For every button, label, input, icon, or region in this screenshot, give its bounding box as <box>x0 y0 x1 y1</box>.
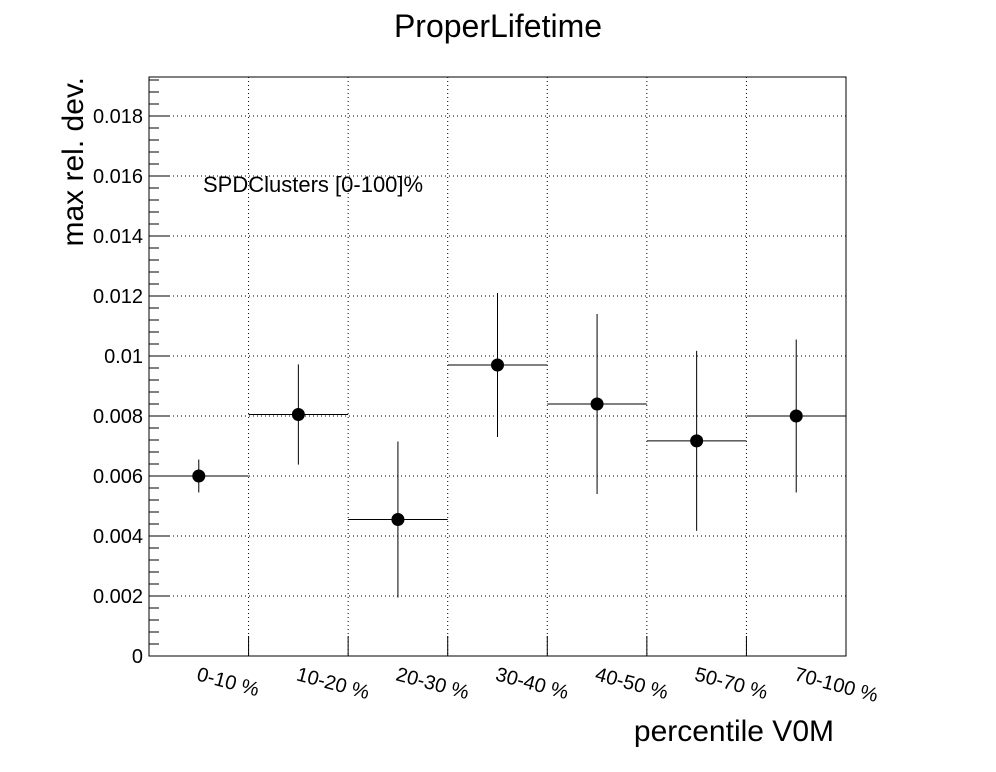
y-tick-label: 0.018 <box>93 106 143 128</box>
data-point <box>690 434 703 447</box>
y-tick-label: 0.016 <box>93 166 143 188</box>
y-tick-label: 0.004 <box>93 526 143 548</box>
y-tick-label: 0.012 <box>93 286 143 308</box>
x-axis-label: percentile V0M <box>634 715 834 748</box>
y-tick-label: 0.002 <box>93 586 143 608</box>
data-point <box>292 408 305 421</box>
y-tick-label: 0.014 <box>93 226 143 248</box>
y-tick-label: 0.01 <box>104 346 143 368</box>
y-tick-label: 0.006 <box>93 466 143 488</box>
chart-title: ProperLifetime <box>394 8 602 44</box>
data-point <box>491 359 504 372</box>
y-tick-label: 0 <box>132 646 143 668</box>
data-point <box>391 513 404 526</box>
data-point <box>591 398 604 411</box>
annotation-label: SPDClusters [0-100]% <box>203 172 423 197</box>
y-tick-label: 0.008 <box>93 406 143 428</box>
data-point <box>192 470 205 483</box>
data-point <box>790 410 803 423</box>
y-axis-label: max rel. dev. <box>57 77 90 247</box>
